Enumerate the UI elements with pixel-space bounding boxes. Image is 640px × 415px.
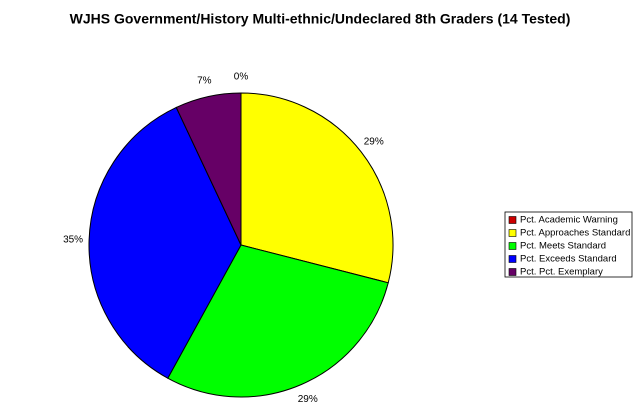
pie-slice xyxy=(175,92,242,246)
legend-label: Pct. Pct. Exemplary xyxy=(520,267,603,278)
legend-swatch xyxy=(508,242,517,250)
legend-label: Pct. Exceeds Standard xyxy=(520,254,617,265)
value-label: 0% xyxy=(234,72,249,83)
legend-label: Pct. Academic Warning xyxy=(520,215,618,226)
value-label: 7% xyxy=(197,76,212,87)
pie-slice xyxy=(167,244,389,398)
legend-swatch xyxy=(508,255,517,263)
legend-label: Pct. Approaches Standard xyxy=(520,228,630,239)
legend-label: Pct. Meets Standard xyxy=(520,241,606,252)
value-label: 35% xyxy=(63,234,83,245)
pie-slice xyxy=(240,92,394,284)
legend-box xyxy=(504,211,633,278)
legend-swatch xyxy=(508,216,517,224)
value-label: 29% xyxy=(364,137,384,148)
chart-title: WJHS Government/History Multi-ethnic/Und… xyxy=(70,11,571,27)
legend-swatch xyxy=(508,229,517,237)
value-label: 29% xyxy=(298,394,318,405)
legend-swatch xyxy=(508,268,517,276)
pie-slice xyxy=(88,106,242,379)
